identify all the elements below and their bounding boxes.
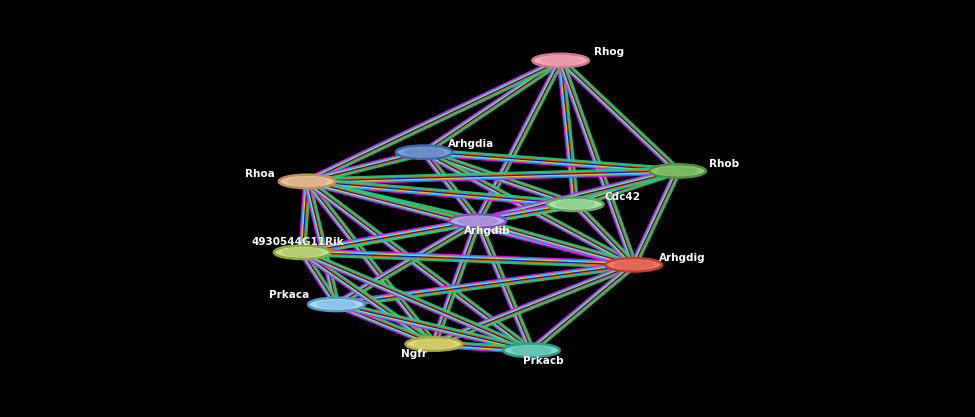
Ellipse shape [404,147,445,157]
Ellipse shape [287,176,328,186]
Ellipse shape [449,214,506,228]
Text: Arhgdia: Arhgdia [448,138,494,148]
Text: Prkacb: Prkacb [523,356,564,366]
Ellipse shape [396,146,452,159]
Ellipse shape [511,345,552,355]
Ellipse shape [279,175,335,188]
Text: Arhgdig: Arhgdig [659,253,706,263]
Ellipse shape [540,55,581,65]
Text: Prkaca: Prkaca [269,289,310,299]
Ellipse shape [282,247,323,257]
Text: Rhob: Rhob [710,159,739,169]
Ellipse shape [274,246,331,259]
Text: Rhoa: Rhoa [246,169,275,179]
Ellipse shape [613,260,654,270]
Text: Cdc42: Cdc42 [604,192,640,202]
Ellipse shape [532,54,589,67]
Ellipse shape [316,299,357,309]
Text: Arhgdib: Arhgdib [464,226,511,236]
Ellipse shape [657,166,698,176]
Ellipse shape [413,339,454,349]
Ellipse shape [457,216,498,226]
Ellipse shape [308,298,365,311]
Ellipse shape [605,258,662,271]
Text: 4930544G11Rik: 4930544G11Rik [252,237,343,247]
Ellipse shape [406,337,462,351]
Ellipse shape [649,164,706,178]
Text: Rhog: Rhog [595,47,624,57]
Ellipse shape [503,344,560,357]
Text: Ngfr: Ngfr [402,349,427,359]
Ellipse shape [555,199,596,209]
Ellipse shape [547,198,604,211]
